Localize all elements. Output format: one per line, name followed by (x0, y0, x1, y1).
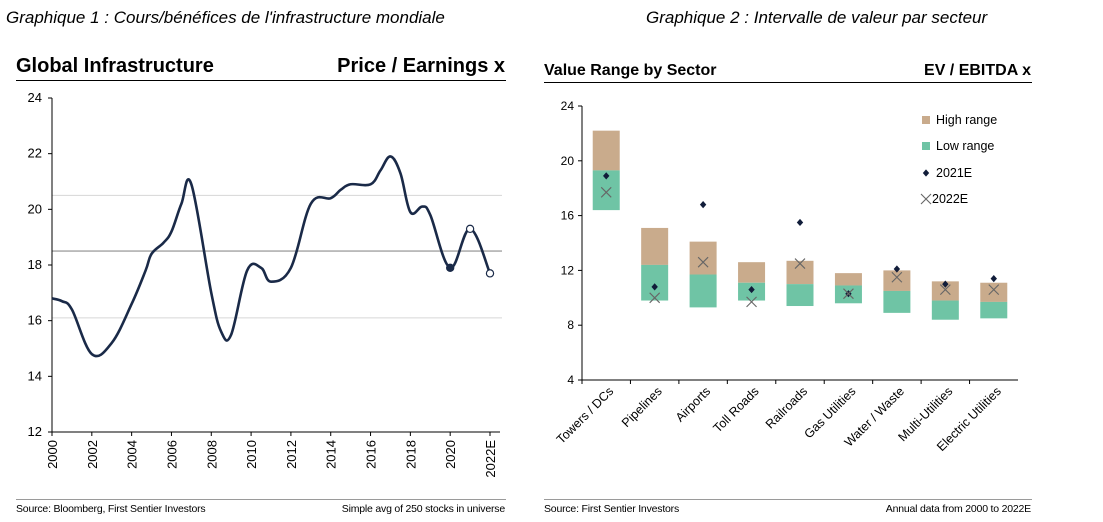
marker-2022e (891, 271, 903, 283)
left-x-tick-label: 2022E (483, 440, 498, 478)
marker-2021e (748, 285, 755, 294)
left-chart-unit: Price / Earnings x (337, 55, 505, 77)
marker-2021e (699, 201, 707, 209)
left-x-tick-label: 2008 (204, 440, 219, 469)
marker-2022e (794, 258, 806, 269)
pe-point-2022 (485, 269, 495, 278)
right-y-tick-label: 8 (567, 318, 574, 332)
legend-2022e-label: 2022E (932, 192, 968, 206)
high-range-bar (931, 281, 959, 301)
left-x-tick-label: 2010 (244, 440, 259, 469)
low-range-bar (980, 301, 1008, 319)
right-y-tick-label: 12 (561, 263, 575, 277)
right-footer-rule (544, 499, 1032, 500)
right-y-tick-label: 16 (561, 209, 575, 223)
category-label: Pipelines (619, 384, 665, 430)
high-range-bar (592, 130, 620, 171)
low-range-bar (786, 284, 814, 307)
right-note: Annual data from 2000 to 2022E (885, 503, 1031, 515)
marker-2022e (649, 292, 661, 304)
right-y-tick-label: 4 (567, 373, 574, 387)
legend-low-label: Low range (936, 139, 994, 153)
high-range-bar (834, 273, 862, 286)
marker-2022e (746, 296, 757, 308)
category-label: Railroads (763, 384, 810, 431)
right-chart-unit: EV / EBITDA x (924, 62, 1031, 79)
marker-2022e (697, 256, 709, 268)
marker-2022e (939, 284, 951, 295)
left-header-rule (16, 80, 506, 81)
left-x-tick-label: 2004 (125, 440, 140, 469)
left-y-tick-label: 24 (28, 90, 42, 105)
left-x-tick-label: 2020 (443, 440, 458, 469)
marker-2022e (600, 186, 612, 198)
marker-2021e (603, 172, 610, 180)
low-range-bar (689, 274, 717, 308)
left-x-tick-label: 2000 (45, 440, 60, 469)
graph-1-title: Graphique 1 : Cours/bénéfices de l'infra… (6, 8, 445, 27)
marker-2021e (942, 280, 949, 288)
marker-2021e (990, 275, 997, 283)
left-y-tick-label: 16 (28, 313, 42, 328)
right-y-tick-label: 20 (561, 154, 575, 168)
high-range-bar (786, 260, 814, 285)
right-chart-title: Value Range by Sector (544, 62, 717, 79)
marker-2022e (843, 288, 854, 300)
left-source: Source: Bloomberg, First Sentier Investo… (16, 503, 206, 515)
left-y-tick-label: 22 (28, 146, 42, 161)
legend-low-swatch (922, 142, 930, 150)
marker-2021e (796, 218, 804, 227)
graph-2-title: Graphique 2 : Intervalle de valeur par s… (646, 8, 988, 27)
category-label: Toll Roads (711, 384, 762, 435)
right-header-rule (544, 82, 1032, 83)
marker-2021e (893, 265, 901, 273)
right-y-tick-label: 24 (561, 99, 575, 113)
high-range-bar (641, 227, 669, 265)
high-range-bar (738, 262, 766, 283)
left-y-tick-label: 20 (28, 201, 42, 216)
legend-2022e-marker (920, 193, 932, 205)
legend-high-label: High range (936, 113, 997, 127)
legend-high-swatch (922, 116, 930, 124)
legend-2021e-marker (922, 169, 930, 177)
left-note: Simple avg of 250 stocks in universe (341, 503, 505, 515)
pe-point-2021 (465, 224, 475, 234)
left-x-tick-label: 2012 (284, 440, 299, 469)
left-footer-rule (16, 499, 506, 500)
high-range-bar (689, 241, 717, 275)
left-x-tick-label: 2018 (403, 440, 418, 469)
marker-2021e (651, 283, 658, 291)
left-x-tick-label: 2002 (85, 440, 100, 469)
left-y-tick-label: 18 (28, 257, 42, 272)
category-label: Airports (673, 384, 713, 424)
low-range-bar (931, 300, 959, 320)
pe-series-line (51, 155, 492, 358)
category-label: Towers / DCs (554, 384, 616, 446)
left-x-tick-label: 2016 (364, 440, 379, 469)
high-range-bar (883, 270, 911, 291)
low-range-bar (641, 264, 669, 301)
left-y-tick-label: 12 (28, 424, 42, 439)
right-source: Source: First Sentier Investors (544, 503, 680, 515)
legend-2021e-label: 2021E (936, 166, 972, 180)
pe-point-2020 (445, 263, 455, 272)
left-chart-title: Global Infrastructure (16, 55, 214, 77)
marker-2022e (988, 284, 1000, 295)
left-y-tick-label: 14 (28, 368, 42, 383)
low-range-bar (883, 290, 911, 313)
left-x-tick-label: 2006 (164, 440, 179, 469)
high-range-bar (980, 282, 1008, 302)
left-x-tick-label: 2014 (324, 440, 339, 469)
